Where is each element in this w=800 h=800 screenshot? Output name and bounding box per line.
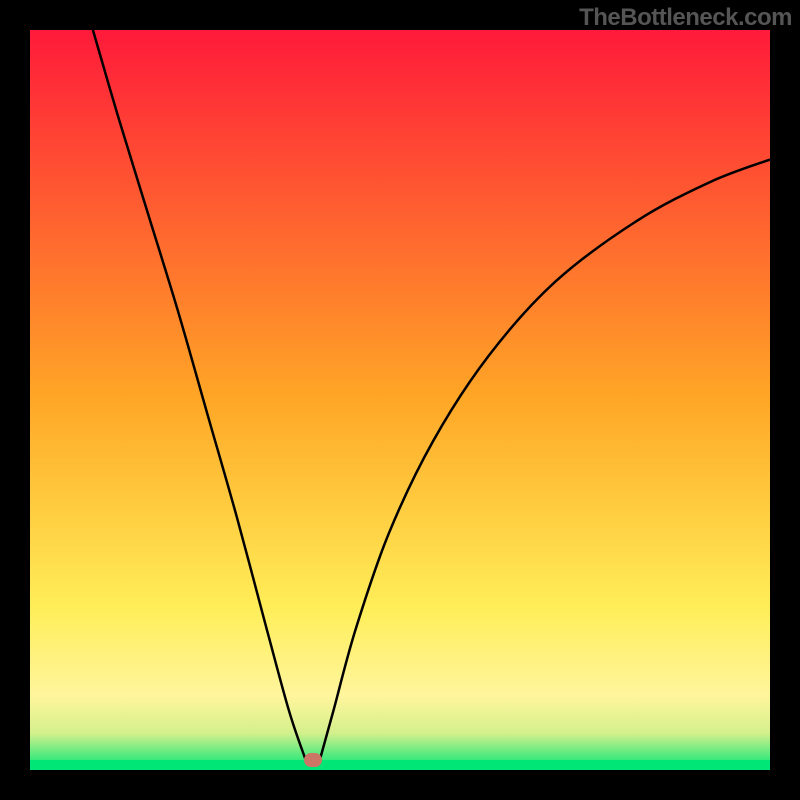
watermark-text: TheBottleneck.com — [579, 4, 792, 32]
chart-container: TheBottleneck.com — [0, 0, 800, 800]
curve-right-branch — [320, 160, 770, 759]
curve-left-branch — [93, 30, 305, 759]
optimal-point-marker — [304, 753, 322, 767]
plot-area — [30, 30, 770, 770]
bottleneck-curve — [30, 30, 770, 770]
